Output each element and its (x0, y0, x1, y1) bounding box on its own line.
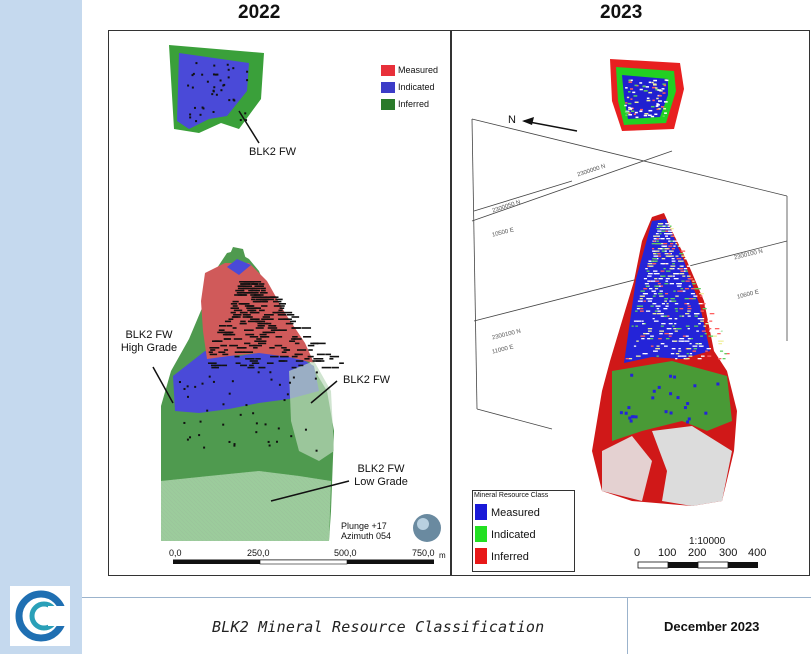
left-sidebar-band (0, 0, 82, 654)
big-block-indicated-2023 (612, 361, 732, 441)
legend-swatch-measured (381, 65, 395, 76)
label-blk2-fw-high-grade: BLK2 FW High Grade (120, 329, 178, 354)
low-grade-leader (270, 480, 350, 502)
legend-label-inferred: Inferred (398, 99, 430, 109)
footer-title: BLK2 Mineral Resource Classification (212, 618, 545, 636)
company-logo (10, 586, 70, 646)
scale2-tick-200: 200 (688, 547, 707, 559)
top-block-drillholes (187, 62, 249, 123)
grid-perspective-lines (471, 118, 788, 430)
scale2-tick-100: 100 (658, 547, 677, 559)
legend-swatch-inferred (381, 99, 395, 110)
scale-ratio: 1:10000 (689, 536, 726, 547)
legend-title: Mineral Resource Class (474, 492, 549, 499)
north-arrow-head (522, 117, 534, 125)
legend-swatch-indicated-2023 (475, 526, 487, 542)
scale2-tick-400: 400 (748, 547, 767, 559)
footer-date: December 2023 (664, 619, 760, 634)
scale2-tick-300: 300 (719, 547, 738, 559)
legend-label-indicated: Indicated (398, 82, 435, 92)
year-2022-heading: 2022 (238, 2, 281, 23)
north-label: N (508, 114, 516, 126)
panel-2023-model-view: N 2300000 N 2300050 N 10500 E 2300100 N … (451, 30, 810, 576)
legend-swatch-measured-2023 (475, 504, 487, 520)
view-orientation-text: Plunge +17 Azimuth 054 (341, 521, 392, 541)
legend-label-inferred-2023: Inferred (491, 551, 529, 563)
label-blk2-fw-top: BLK2 FW (249, 146, 297, 158)
mineral-resource-legend: Mineral Resource Class Measured Indicate… (472, 490, 575, 572)
translucent-shard (289, 361, 334, 461)
scale-seg-1 (173, 560, 260, 564)
top-label-leader (238, 110, 260, 144)
scale-tick-750: 750,0 (412, 548, 435, 558)
mid-label-leader (310, 380, 338, 404)
scale2-tick-0: 0 (634, 547, 641, 559)
scale-tick-0: 0,0 (169, 548, 182, 558)
big-block-drillholes (178, 281, 344, 452)
footer-divider (627, 598, 628, 654)
big-block-speckle (619, 223, 730, 424)
year-2023-heading: 2023 (600, 2, 643, 23)
unclassified-wedge (652, 426, 732, 506)
legend-label-measured: Measured (398, 65, 439, 75)
scale-unit: m (439, 551, 446, 560)
legend-swatch-inferred-2023 (475, 548, 487, 564)
model-2022-graphic (152, 45, 441, 565)
label-blk2-fw-mid: BLK2 FW (343, 374, 391, 386)
big-block-indicated (173, 349, 319, 413)
scale-seg-3 (347, 560, 434, 564)
big-block-measured-2023 (624, 219, 710, 363)
legend-swatch-indicated (381, 82, 395, 93)
legend-label-measured-2023: Measured (491, 507, 540, 519)
north-arrow-line (523, 120, 578, 132)
high-grade-leader (152, 366, 174, 404)
legend-label-indicated-2023: Indicated (491, 529, 536, 541)
scale-tick-500: 500,0 (334, 548, 357, 558)
footer-separator (82, 597, 811, 598)
label-blk2-fw-low-grade: BLK2 FW Low Grade (354, 463, 408, 488)
top-block-speckle (624, 79, 669, 119)
model-2023-graphic (471, 59, 788, 506)
panel-2022-model-view: Measured Indicated Inferred BLK2 FW BLK2… (108, 30, 451, 576)
scale-seg-2 (259, 559, 348, 565)
scale-tick-250: 250,0 (247, 548, 270, 558)
